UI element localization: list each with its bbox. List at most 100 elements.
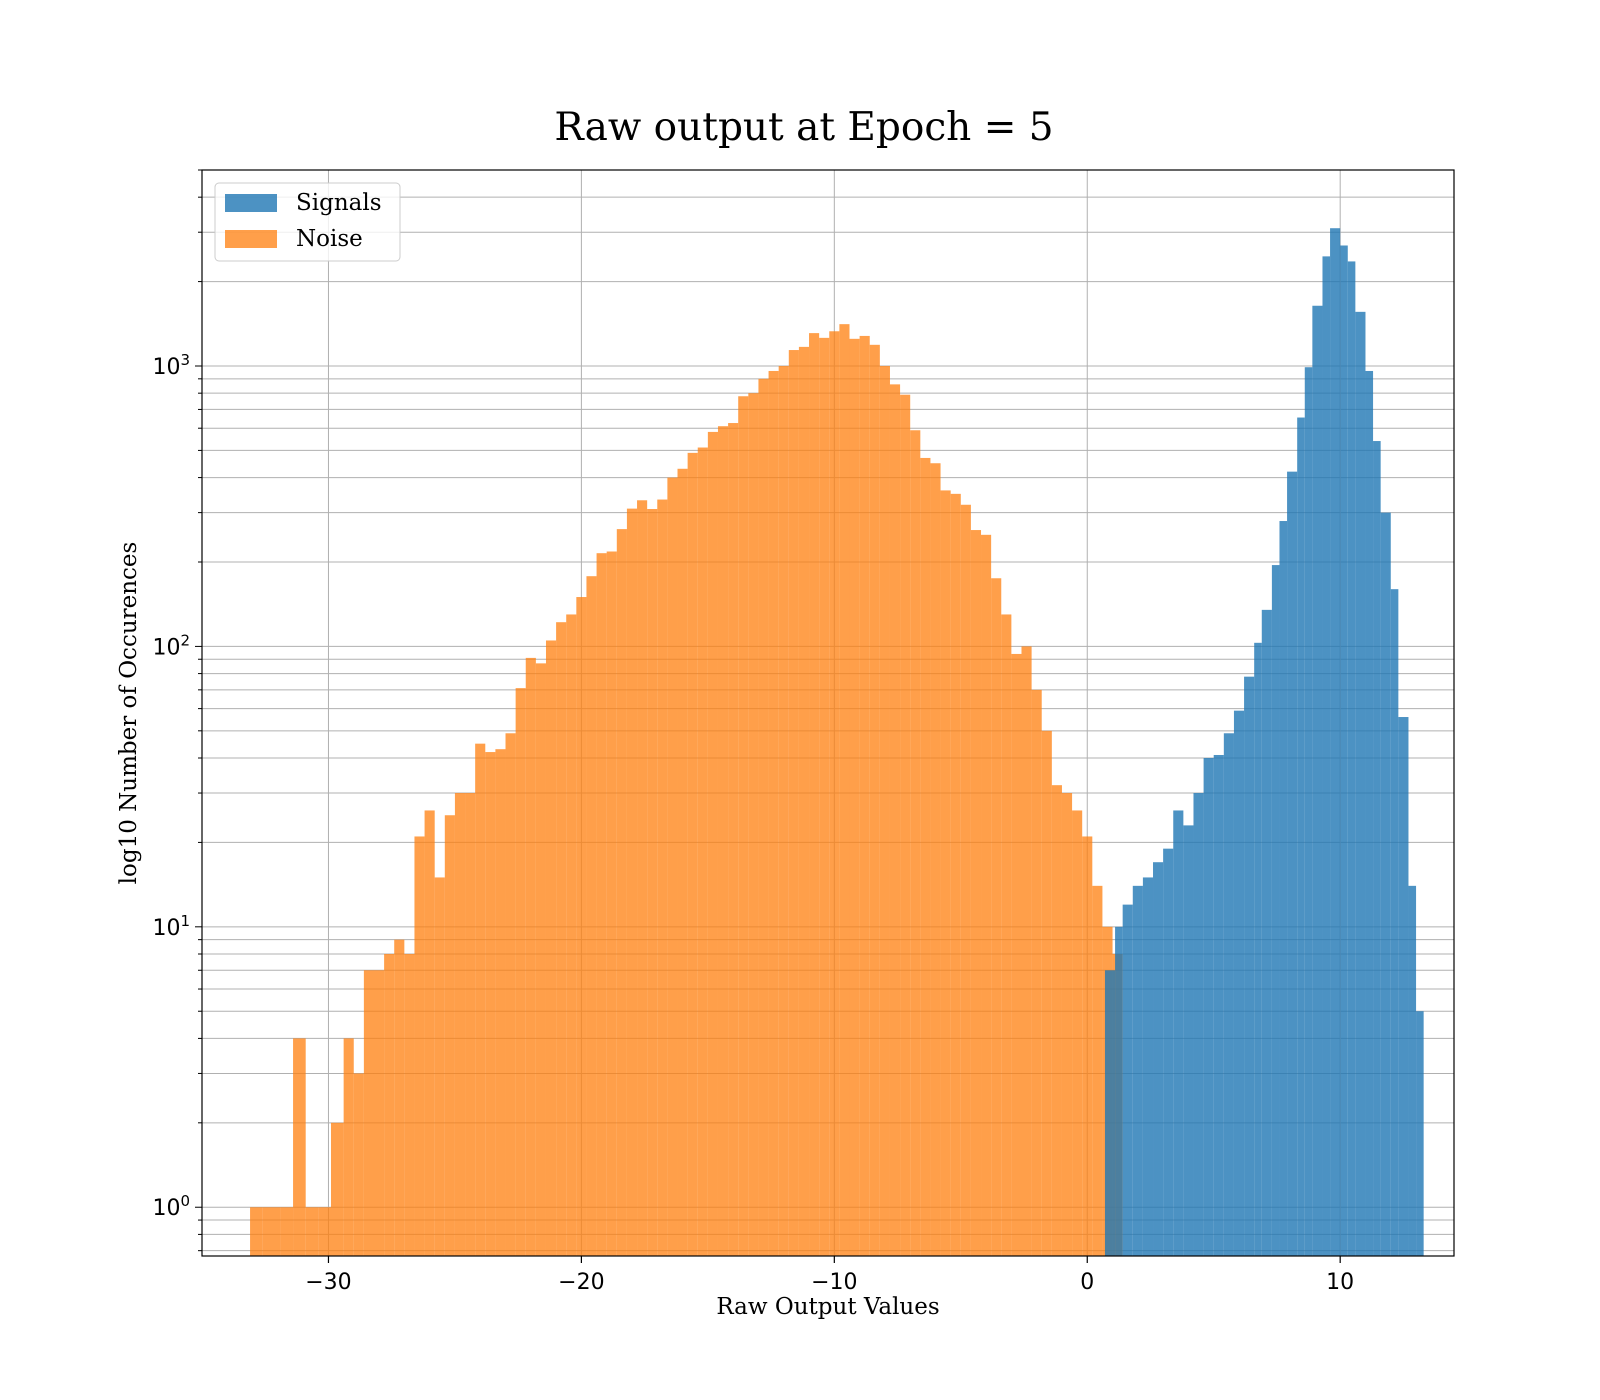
bar-noise xyxy=(545,640,557,1256)
y-axis-label: log10 Number of Occurences xyxy=(116,542,142,885)
bar-signals xyxy=(1173,810,1184,1256)
bar-signals xyxy=(1223,733,1234,1256)
bar-noise xyxy=(728,423,739,1256)
bar-noise xyxy=(930,463,941,1256)
bar-signals xyxy=(1373,441,1381,1256)
bar-signals xyxy=(1132,885,1143,1256)
bar-noise xyxy=(677,468,688,1256)
bar-noise xyxy=(495,749,506,1256)
bar-noise xyxy=(960,504,971,1256)
bar-signals xyxy=(1115,926,1123,1256)
bar-signals xyxy=(1104,970,1116,1256)
bar-signals xyxy=(1213,754,1224,1256)
bar-signals xyxy=(1398,717,1409,1256)
x-tick-label: 10 xyxy=(1326,1270,1354,1295)
bar-noise xyxy=(879,365,890,1256)
bar-noise xyxy=(768,370,779,1256)
bar-noise xyxy=(465,793,476,1256)
bar-noise xyxy=(525,657,536,1256)
bar-noise xyxy=(1051,785,1062,1256)
bar-signals xyxy=(1183,825,1194,1256)
x-axis-label: Raw Output Values xyxy=(716,1294,939,1320)
x-tick-label: 0 xyxy=(1080,1270,1094,1295)
bar-signals xyxy=(1254,642,1262,1256)
bar-signals xyxy=(1261,609,1272,1256)
bar-signals xyxy=(1408,885,1417,1256)
bar-noise xyxy=(1072,810,1083,1256)
bar-signals xyxy=(1312,305,1323,1256)
bar-noise xyxy=(535,663,546,1256)
bar-noise xyxy=(657,499,668,1256)
bar-noise xyxy=(353,1073,364,1256)
bar-noise xyxy=(515,688,526,1256)
bar-noise xyxy=(305,1207,319,1256)
bar-noise xyxy=(1011,653,1022,1256)
bar-noise xyxy=(910,430,921,1256)
y-tick-label: 100 xyxy=(152,1192,190,1221)
bar-signals xyxy=(1355,311,1366,1256)
bar-noise xyxy=(262,1207,281,1256)
bar-noise xyxy=(748,393,759,1256)
bar-noise xyxy=(1061,793,1073,1256)
legend: Signals Noise xyxy=(214,182,401,262)
bar-signals xyxy=(1347,261,1356,1256)
bar-noise xyxy=(809,333,820,1256)
bar-noise xyxy=(280,1207,294,1256)
bar-signals xyxy=(1365,370,1374,1256)
bar-noise xyxy=(343,1038,354,1256)
bar-noise xyxy=(293,1038,306,1256)
bar-noise xyxy=(434,877,445,1256)
bar-noise xyxy=(788,350,799,1256)
bar-noise xyxy=(444,815,455,1256)
bar-noise xyxy=(1092,885,1103,1256)
bar-noise xyxy=(637,500,648,1256)
bar-noise xyxy=(606,551,617,1256)
bar-noise xyxy=(616,529,627,1256)
bar-noise xyxy=(758,378,769,1256)
legend-label-noise: Noise xyxy=(296,226,363,252)
bar-signals xyxy=(1153,862,1164,1256)
x-tick-label: −20 xyxy=(558,1270,604,1295)
bar-noise xyxy=(778,365,789,1256)
bar-noise xyxy=(869,344,880,1256)
bar-noise xyxy=(667,477,678,1256)
bar-noise xyxy=(920,457,931,1256)
bar-noise xyxy=(900,394,911,1256)
bar-noise xyxy=(1021,646,1032,1256)
bar-noise xyxy=(556,622,567,1256)
bar-noise xyxy=(1031,689,1042,1256)
bar-noise xyxy=(586,576,597,1256)
bar-noise xyxy=(626,508,638,1256)
bar-noise xyxy=(250,1207,263,1256)
bar-noise xyxy=(859,335,870,1256)
x-axis-ticks: −30 −20 −10 0 10 xyxy=(305,1256,1354,1295)
bar-noise xyxy=(889,384,901,1256)
chart-title: Raw output at Epoch = 5 xyxy=(554,105,1053,150)
bar-signals xyxy=(1330,228,1341,1256)
bar-noise xyxy=(849,338,860,1256)
bar-signals xyxy=(1390,589,1399,1256)
bar-signals xyxy=(1244,676,1255,1256)
bar-noise xyxy=(394,939,405,1256)
bar-signals xyxy=(1380,512,1391,1256)
bar-signals xyxy=(1203,757,1214,1256)
bar-noise xyxy=(697,447,708,1256)
bar-signals xyxy=(1279,521,1288,1256)
bar-noise xyxy=(1082,836,1093,1256)
bar-noise xyxy=(566,614,577,1256)
bar-noise xyxy=(738,396,749,1256)
bar-noise xyxy=(318,1207,331,1256)
bar-noise xyxy=(596,553,607,1256)
bar-noise xyxy=(707,431,718,1256)
bar-signals xyxy=(1142,877,1154,1256)
bar-signals xyxy=(1297,417,1305,1256)
bar-noise xyxy=(647,509,658,1256)
legend-label-signals: Signals xyxy=(296,190,382,216)
bar-signals xyxy=(1287,471,1298,1256)
x-tick-label: −10 xyxy=(811,1270,857,1295)
y-axis-ticks: 100 101 102 103 xyxy=(152,169,202,1252)
bar-signals xyxy=(1416,1011,1424,1256)
bar-noise xyxy=(970,530,982,1256)
bar-noise xyxy=(991,578,1002,1256)
